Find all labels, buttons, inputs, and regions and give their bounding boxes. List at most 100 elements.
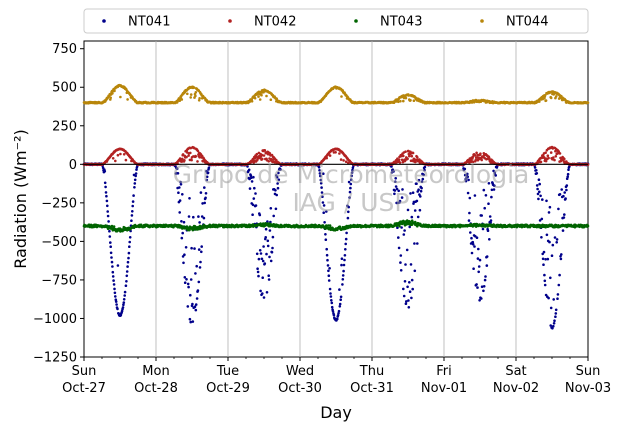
data-point (539, 160, 543, 164)
data-point (267, 160, 271, 163)
data-point (543, 273, 546, 277)
data-point (472, 267, 475, 271)
data-point (558, 193, 562, 196)
data-point (113, 287, 116, 291)
data-point (393, 192, 396, 196)
data-point (338, 302, 342, 306)
data-point (342, 263, 346, 267)
data-point (544, 151, 547, 154)
data-point (179, 183, 183, 186)
data-point (403, 229, 406, 232)
data-point (541, 198, 544, 201)
data-point (126, 98, 129, 101)
data-point (189, 93, 193, 96)
data-point (111, 92, 114, 95)
data-point (586, 224, 590, 228)
data-point (541, 252, 544, 256)
data-point (259, 252, 263, 255)
data-point (201, 202, 204, 205)
data-point (344, 248, 347, 251)
data-point (556, 293, 560, 296)
data-point (563, 213, 566, 216)
data-point (421, 177, 425, 181)
data-point (400, 196, 404, 199)
data-point (492, 188, 496, 191)
data-point (329, 295, 333, 298)
legend-marker (354, 19, 358, 23)
data-point (538, 190, 541, 194)
data-point (195, 264, 198, 268)
data-point (409, 99, 412, 102)
data-point (271, 235, 275, 239)
data-point (479, 152, 482, 155)
data-point (178, 186, 181, 189)
data-point (134, 174, 137, 178)
data-point (340, 257, 344, 261)
data-point (322, 211, 326, 214)
data-point (487, 202, 490, 205)
data-point (397, 246, 401, 250)
data-point (480, 285, 484, 289)
data-point (183, 281, 187, 285)
data-point (400, 158, 404, 162)
data-point (408, 225, 412, 229)
data-point (398, 161, 402, 164)
data-point (566, 172, 570, 176)
data-point (321, 201, 325, 204)
data-point (269, 207, 273, 210)
data-point (545, 233, 549, 237)
data-point (178, 211, 181, 214)
data-point (404, 302, 408, 306)
data-point (207, 166, 211, 170)
data-point (410, 215, 414, 219)
data-point (478, 258, 482, 262)
data-point (339, 295, 343, 299)
data-point (559, 257, 563, 261)
data-point (555, 241, 558, 244)
data-point (483, 206, 487, 210)
data-point (554, 155, 558, 158)
data-point (323, 221, 326, 224)
data-point (133, 186, 136, 189)
x-tick-label-date: Oct-29 (206, 381, 250, 396)
data-point (488, 157, 491, 160)
data-point (183, 159, 186, 162)
data-point (548, 240, 551, 244)
data-point (549, 306, 553, 310)
data-point (340, 95, 343, 98)
data-point (326, 258, 329, 262)
data-point (487, 182, 491, 185)
data-point (124, 284, 128, 288)
data-point (199, 260, 202, 264)
data-point (327, 279, 331, 282)
data-point (408, 154, 411, 158)
data-point (126, 265, 129, 268)
data-point (205, 178, 209, 182)
data-point (259, 91, 262, 94)
data-point (185, 278, 188, 281)
data-point (348, 196, 351, 199)
data-point (537, 197, 540, 201)
data-point (259, 289, 262, 293)
data-point (549, 96, 553, 100)
series-NT043 (82, 219, 590, 233)
data-point (253, 186, 256, 190)
data-point (320, 191, 324, 194)
plot-frame (83, 40, 589, 358)
data-point (321, 195, 324, 198)
data-point (540, 217, 544, 221)
data-point (204, 196, 207, 200)
data-point (266, 220, 269, 223)
data-point (109, 251, 113, 255)
data-point (325, 210, 328, 213)
data-point (110, 256, 113, 259)
data-point (399, 254, 403, 257)
data-point (344, 242, 348, 246)
data-point (345, 231, 348, 235)
data-point (347, 205, 351, 209)
data-point (248, 187, 252, 190)
data-point (475, 283, 478, 286)
data-point (560, 253, 563, 256)
data-point (563, 191, 566, 194)
data-point (538, 100, 541, 103)
